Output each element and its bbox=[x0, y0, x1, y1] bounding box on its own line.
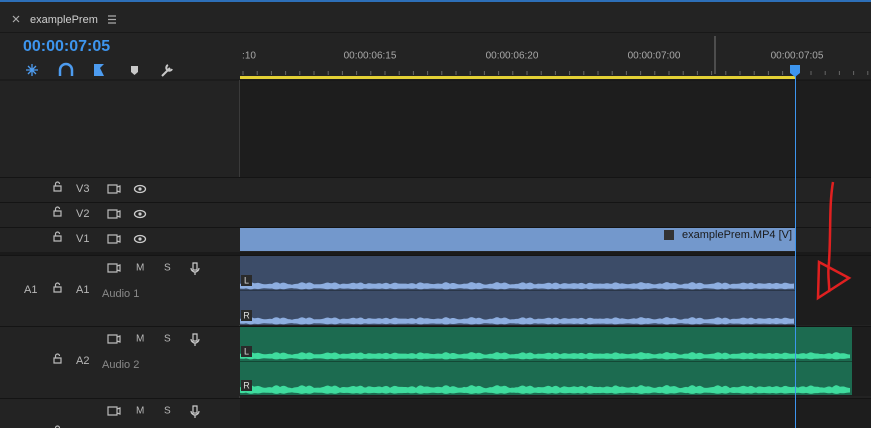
track-label: Audio 2 bbox=[102, 359, 139, 371]
channel-label: R bbox=[243, 380, 250, 390]
channel-label: R bbox=[243, 310, 250, 320]
lock-icon[interactable] bbox=[53, 231, 62, 242]
tab[interactable]: examplePrem bbox=[12, 14, 116, 26]
sync-icon[interactable] bbox=[107, 263, 121, 273]
ruler-label: 00:00:07:05 bbox=[771, 51, 824, 62]
eye-pupil bbox=[138, 212, 142, 216]
channel-label: L bbox=[244, 346, 249, 356]
mute-button[interactable]: M bbox=[136, 334, 144, 345]
sync-icon[interactable] bbox=[107, 406, 121, 416]
sync-icon[interactable] bbox=[107, 234, 121, 244]
annotation-arrow bbox=[816, 181, 852, 301]
lock-icon[interactable] bbox=[53, 353, 62, 364]
track-lane bbox=[240, 398, 871, 428]
track-name: V3 bbox=[76, 183, 89, 195]
mute-button[interactable]: M bbox=[136, 406, 144, 417]
waveform bbox=[240, 317, 794, 325]
solo-button[interactable]: S bbox=[164, 334, 171, 345]
track-name: V1 bbox=[76, 233, 89, 245]
track-name: V2 bbox=[76, 208, 89, 220]
channel-labels: L R L R bbox=[241, 275, 252, 391]
track-label: Audio 1 bbox=[102, 288, 139, 300]
track-area-top bbox=[240, 80, 871, 177]
source-patch: A1 bbox=[24, 284, 37, 296]
ruler-label: 00:00:07:00 bbox=[628, 51, 681, 62]
marker-add-icon[interactable] bbox=[94, 64, 104, 76]
tool-icons bbox=[26, 62, 173, 77]
marker-icon[interactable] bbox=[131, 66, 138, 75]
waveform bbox=[240, 282, 794, 290]
timecode[interactable]: 00:00:07:05 bbox=[23, 38, 110, 55]
solo-button[interactable]: S bbox=[164, 406, 171, 417]
ruler-label: :10 bbox=[242, 51, 256, 62]
eye-icon[interactable] bbox=[133, 209, 147, 219]
tab-title[interactable]: examplePrem bbox=[30, 14, 98, 26]
link-icon[interactable] bbox=[58, 62, 74, 76]
settings-icon[interactable] bbox=[161, 64, 173, 77]
ruler-label: 00:00:06:20 bbox=[486, 51, 539, 62]
sync-icon[interactable] bbox=[107, 209, 121, 219]
track-name: A1 bbox=[76, 284, 89, 296]
sync-icon[interactable] bbox=[107, 334, 121, 344]
eye-icon[interactable] bbox=[133, 234, 147, 244]
voiceover-icon[interactable] bbox=[190, 405, 200, 418]
close-icon[interactable] bbox=[12, 15, 20, 23]
work-area-bar bbox=[240, 76, 795, 79]
lock-icon[interactable] bbox=[53, 282, 62, 293]
mute-button[interactable]: M bbox=[136, 263, 144, 274]
eye-icon[interactable] bbox=[133, 184, 147, 194]
tab-sep bbox=[0, 32, 871, 33]
fx-badge bbox=[664, 230, 674, 240]
waveforms bbox=[240, 282, 850, 394]
waveform bbox=[240, 352, 850, 360]
panel-focus bbox=[0, 0, 871, 2]
header-top bbox=[0, 80, 240, 177]
voiceover-icon[interactable] bbox=[190, 262, 200, 275]
menu-icon[interactable] bbox=[108, 15, 116, 24]
ruler-label: 00:00:06:15 bbox=[344, 51, 397, 62]
gap bbox=[0, 252, 871, 255]
ruler-labels: :10 00:00:06:15 00:00:06:20 00:00:07:00 … bbox=[242, 51, 824, 62]
video-clip-label[interactable]: examplePrem.MP4 [V] bbox=[682, 229, 792, 241]
channel-label: L bbox=[244, 275, 249, 285]
playhead-handle[interactable] bbox=[790, 65, 800, 77]
ruler-ticks bbox=[242, 71, 869, 75]
sync-icon[interactable] bbox=[107, 184, 121, 194]
solo-button[interactable]: S bbox=[164, 263, 171, 274]
eye-pupil bbox=[138, 237, 142, 241]
video-clip[interactable] bbox=[240, 228, 795, 251]
waveform bbox=[240, 385, 850, 394]
lock-icon[interactable] bbox=[53, 206, 62, 217]
track-name: A3 bbox=[76, 427, 89, 428]
snap-icon[interactable] bbox=[26, 64, 38, 76]
voiceover-icon[interactable] bbox=[190, 333, 200, 346]
lock-icon[interactable] bbox=[53, 181, 62, 192]
track-name: A2 bbox=[76, 355, 89, 367]
eye-pupil bbox=[138, 187, 142, 191]
